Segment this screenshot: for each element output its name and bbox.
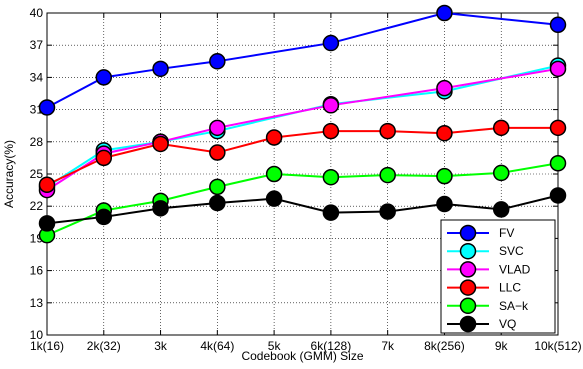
data-point-sa-k (265, 165, 283, 183)
legend-entry-llc: LLC (447, 279, 521, 296)
legend-label: VQ (499, 317, 516, 331)
data-point-fv (95, 69, 113, 86)
legend-entry-svc: SVC (447, 242, 524, 260)
data-point-vq (436, 195, 453, 213)
series-llc (38, 119, 567, 193)
legend-label: VLAD (499, 262, 531, 276)
data-point-vlad (322, 97, 340, 114)
y-tick-label: 25 (30, 167, 44, 181)
y-tick-label: 16 (30, 264, 44, 278)
legend-entry-fv: FV (447, 224, 514, 242)
x-tick-label: 2k(32) (87, 339, 121, 353)
y-tick-label: 28 (30, 135, 44, 149)
data-point-llc (209, 144, 226, 161)
legend-label: SVC (499, 244, 524, 258)
x-tick-label: 5k (268, 339, 282, 353)
data-point-llc (379, 122, 396, 140)
y-tick-label: 13 (30, 296, 44, 310)
data-point-llc (265, 129, 283, 146)
data-point-llc (152, 135, 169, 153)
data-point-fv (38, 99, 56, 116)
data-point-sa-k (322, 168, 340, 186)
x-tick-label: 7k (381, 339, 395, 353)
series-line-vq (46, 194, 559, 225)
legend-marker (459, 315, 477, 333)
y-tick-label: 22 (30, 199, 44, 213)
legend-marker (459, 261, 477, 278)
legend-marker (459, 279, 477, 296)
data-point-vq (379, 203, 396, 220)
legend-marker (459, 242, 477, 260)
series-vq (38, 187, 567, 232)
data-point-vq (152, 200, 169, 217)
legend: FV SVC VLAD LLC SA−k VQ (440, 219, 556, 334)
data-point-sa-k (549, 155, 567, 172)
legend-box (440, 219, 556, 334)
data-point-vq (209, 194, 226, 212)
legend-marker (459, 297, 477, 315)
x-axis-label: Codebook (GMM) Size (241, 349, 363, 363)
x-tick-label: 6k(128) (311, 339, 352, 353)
data-point-vq (549, 187, 567, 204)
x-tick-label: 4k(64) (200, 339, 234, 353)
data-point-sa-k (436, 167, 453, 185)
data-point-vlad (436, 79, 453, 97)
x-tick-label: 8k(256) (424, 339, 465, 353)
y-tick-label: 37 (30, 38, 44, 52)
series-line-sa-k (46, 162, 559, 237)
x-tick-label: 10k(512) (534, 339, 581, 353)
y-axis-label: Accuracy(%) (2, 140, 16, 208)
data-point-llc (322, 122, 340, 140)
data-point-sa-k (379, 166, 396, 184)
y-tick-label: 34 (30, 70, 44, 84)
legend-label: FV (499, 226, 514, 240)
data-point-sa-k (492, 164, 510, 182)
data-point-vq (492, 201, 510, 218)
x-tick-label: 9k (495, 339, 509, 353)
y-tick-label: 40 (30, 6, 44, 20)
x-tick-label: 3k (154, 339, 168, 353)
data-point-sa-k (209, 178, 226, 196)
data-point-vlad (549, 60, 567, 78)
legend-label: SA−k (499, 299, 529, 313)
x-tick-label: 1k(16) (30, 339, 64, 353)
data-point-llc (436, 124, 453, 142)
data-point-vq (322, 204, 340, 221)
data-point-llc (95, 149, 113, 167)
data-point-llc (549, 119, 567, 137)
data-point-vq (265, 190, 283, 207)
legend-label: LLC (499, 281, 521, 295)
legend-entry-vq: VQ (447, 315, 516, 333)
series-fv (38, 4, 567, 116)
data-point-vlad (209, 119, 226, 137)
data-point-fv (152, 60, 169, 78)
data-point-fv (549, 16, 567, 34)
data-point-llc (38, 176, 56, 193)
series-line-llc (46, 126, 558, 186)
series-layer (38, 4, 567, 244)
legend-marker (459, 224, 477, 242)
axis-ticks: 1k(16) 2k(32) 3k 4k(64) 5k 6k(128) 7k 8k(256) 9k… (30, 6, 582, 353)
data-point-vq (38, 215, 56, 232)
data-point-fv (322, 34, 340, 52)
data-point-llc (492, 119, 510, 137)
y-tick-label: 10 (30, 328, 44, 342)
data-point-fv (436, 4, 453, 22)
data-point-fv (209, 53, 226, 70)
data-point-vq (95, 208, 113, 226)
legend-entry-sa-k: SA−k (447, 297, 529, 315)
legend-entry-vlad: VLAD (447, 261, 531, 278)
